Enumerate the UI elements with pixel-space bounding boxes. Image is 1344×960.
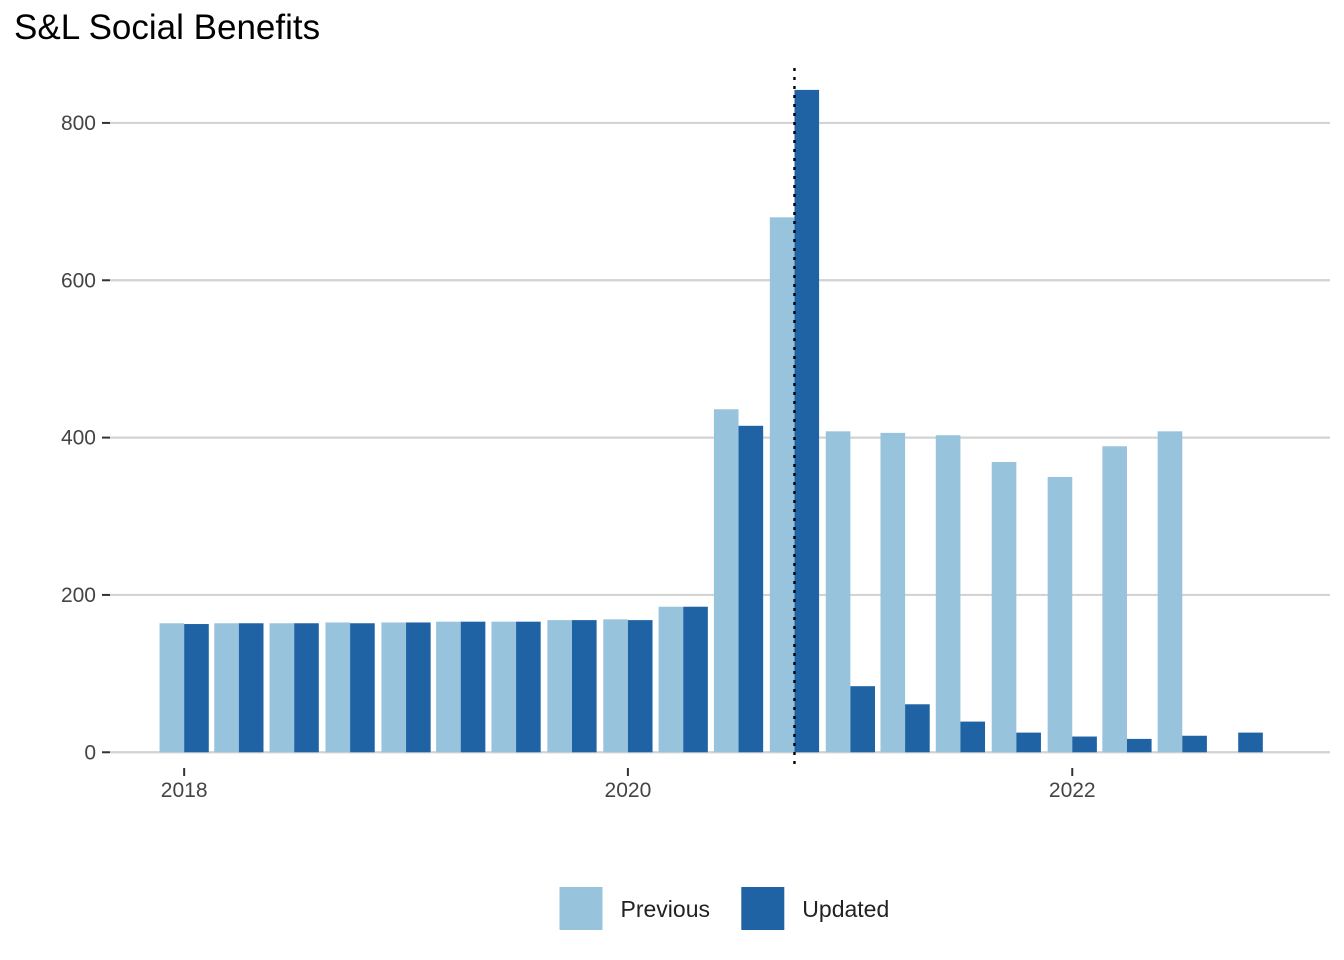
axes: 0 200 400 600 800 2018 2020 2022 — [61, 112, 1096, 802]
bar-updated — [1238, 732, 1263, 753]
x-tick-label: 2018 — [161, 779, 208, 802]
legend-key-previous — [559, 887, 603, 930]
legend: Previous Updated — [559, 887, 889, 930]
y-tick-label: 800 — [61, 112, 96, 135]
x-tick-label: 2022 — [1049, 779, 1096, 802]
bar-previous — [1102, 446, 1127, 753]
bar-previous — [603, 619, 628, 753]
bar-previous — [769, 217, 795, 753]
legend-label-updated: Updated — [802, 896, 889, 922]
y-tick-label: 400 — [61, 427, 96, 450]
bars — [159, 89, 1263, 753]
bar-updated — [1182, 735, 1207, 753]
chart-title: S&L Social Benefits — [14, 8, 321, 47]
legend-key-updated — [741, 887, 785, 930]
bar-updated — [460, 621, 486, 753]
bar-updated — [794, 89, 820, 753]
legend-label-previous: Previous — [621, 896, 710, 922]
bar-updated — [1126, 738, 1152, 753]
bar-previous — [713, 409, 739, 753]
bar-updated — [350, 623, 375, 753]
bar-previous — [214, 623, 239, 753]
bar-previous — [935, 435, 961, 753]
bar-updated — [184, 624, 209, 753]
bar-updated — [627, 620, 653, 753]
bar-updated — [905, 704, 930, 753]
bar-updated — [571, 620, 597, 753]
bar-previous — [547, 620, 572, 753]
bar-previous — [658, 606, 684, 753]
bar-updated — [1016, 732, 1041, 753]
bar-previous — [825, 431, 851, 753]
bar-updated — [1072, 736, 1097, 753]
y-tick-label: 0 — [84, 741, 96, 764]
bar-previous — [436, 621, 461, 753]
bar-previous — [269, 623, 295, 753]
bar-previous — [325, 622, 351, 753]
bar-previous — [491, 621, 517, 753]
bar-updated — [738, 425, 764, 753]
bar-updated — [238, 623, 264, 753]
bar-previous — [880, 432, 906, 753]
bar-updated — [406, 622, 431, 753]
bar-updated — [960, 721, 986, 753]
bar-updated — [850, 686, 876, 753]
bar-previous — [1047, 476, 1073, 753]
y-tick-label: 600 — [61, 269, 96, 292]
bar-updated — [683, 606, 708, 753]
bar-updated — [516, 621, 541, 753]
bar-previous — [991, 461, 1017, 753]
bar-previous — [159, 623, 185, 753]
bar-previous — [381, 622, 407, 753]
y-tick-label: 200 — [61, 584, 96, 607]
bar-updated — [294, 623, 319, 753]
bar-previous — [1157, 431, 1183, 753]
x-tick-label: 2020 — [605, 779, 652, 802]
